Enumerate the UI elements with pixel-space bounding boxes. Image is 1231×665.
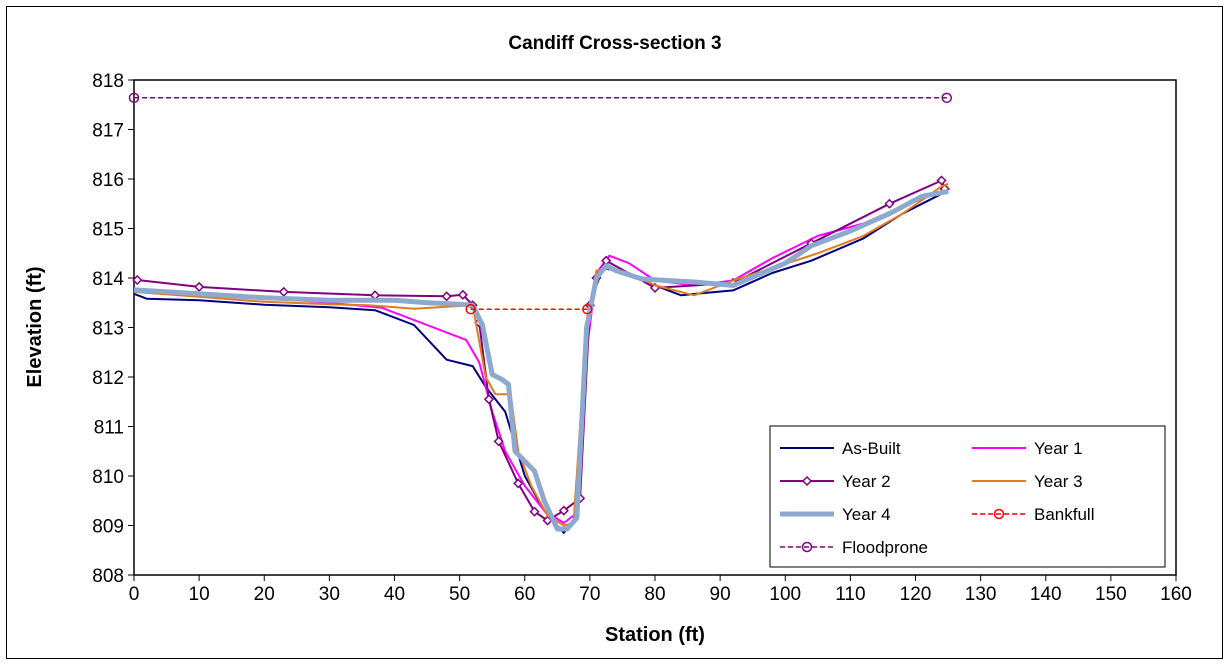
data-point-year-2 [493, 436, 504, 447]
legend-entry-year-4: Year 4 [780, 505, 891, 524]
chart-frame: Candiff Cross-section 3 0 10 20 30 40 50 60 70 8… [6, 6, 1223, 659]
series-floodprone [128, 92, 953, 104]
x-tick-label: 100 [769, 584, 801, 605]
data-point-year-2 [483, 394, 494, 405]
series-bankfull [465, 303, 593, 315]
series-layer [128, 92, 953, 534]
legend-entry-floodprone: Floodprone [780, 538, 928, 557]
data-point-bankfull [465, 303, 476, 315]
legend-label: Floodprone [842, 538, 928, 557]
y-tick-label: 816 [92, 170, 124, 191]
legend-entry-year-3: Year 3 [972, 472, 1083, 491]
data-point-year-2 [132, 274, 143, 286]
legend-marker [993, 508, 1005, 520]
series-year-4 [133, 188, 949, 532]
x-tick-label: 70 [579, 584, 600, 605]
legend-items: As-Built Year 1 Year 2 Year 3 Year 4 Bankfull… [780, 439, 1094, 557]
y-axis-label: Elevation (ft) [24, 266, 46, 387]
legend-entry-bankfull: Bankfull [972, 505, 1094, 524]
y-tick-label: 809 [92, 517, 124, 538]
x-tick-label: 90 [710, 584, 731, 605]
legend-box [769, 425, 1166, 568]
y-tick-label: 812 [92, 368, 124, 389]
x-tick-label: 130 [965, 584, 997, 605]
x-tick-label: 120 [900, 584, 932, 605]
legend-label: Year 3 [1034, 472, 1083, 491]
x-tick-label: 140 [1030, 584, 1062, 605]
x-tick-label: 10 [189, 584, 210, 605]
legend-marker [801, 541, 813, 553]
y-tick-label: 817 [92, 121, 124, 142]
data-point-year-2 [884, 198, 895, 209]
data-point-year-2 [529, 506, 540, 517]
axes-layer: 0 10 20 30 40 50 60 70 80 90 100 110 120 130 140 150 160… [92, 71, 1192, 605]
data-point-year-2 [441, 291, 452, 302]
x-tick-label: 60 [514, 584, 535, 605]
chart-title: Candiff Cross-section 3 [508, 33, 721, 54]
series-line-year-4 [133, 188, 949, 532]
y-tick-label: 815 [92, 220, 124, 241]
x-tick-label: 150 [1095, 584, 1127, 605]
y-tick-label: 818 [92, 71, 124, 92]
x-tick-label: 30 [319, 584, 340, 605]
legend-entry-as-built: As-Built [780, 439, 901, 458]
x-tick-label: 50 [449, 584, 470, 605]
data-point-year-2 [936, 175, 947, 186]
legend-label: Year 1 [1034, 439, 1083, 458]
x-tick-label: 20 [254, 584, 275, 605]
legend-entry-year-2: Year 2 [780, 472, 891, 491]
data-point-year-2 [278, 286, 289, 297]
y-tick-label: 814 [92, 269, 124, 290]
legend: As-Built Year 1 Year 2 Year 3 Year 4 Bankfull… [769, 425, 1166, 568]
y-tick-label: 813 [92, 319, 124, 340]
x-axis-label: Station (ft) [605, 624, 705, 646]
data-point-floodprone [941, 92, 953, 104]
data-point-bankfull [582, 303, 593, 315]
x-tick-label: 110 [835, 584, 865, 605]
legend-label: Year 4 [842, 505, 891, 524]
x-tick-label: 0 [129, 584, 140, 605]
data-point-floodprone [128, 92, 140, 104]
y-tick-label: 810 [92, 467, 124, 488]
legend-label: Year 2 [842, 472, 891, 491]
y-tick-label: 808 [92, 566, 124, 587]
x-tick-label: 160 [1160, 584, 1192, 605]
x-tick-label: 40 [384, 584, 405, 605]
x-tick-label: 80 [644, 584, 665, 605]
data-point-year-2 [558, 505, 569, 516]
y-tick-label: 811 [94, 418, 124, 439]
data-point-year-2 [194, 281, 205, 292]
legend-label: As-Built [842, 439, 901, 458]
legend-marker [801, 475, 813, 487]
data-point-year-2 [457, 289, 468, 300]
legend-entry-year-1: Year 1 [972, 439, 1083, 458]
cross-section-chart: Candiff Cross-section 3 0 10 20 30 40 50 60 70 8… [24, 33, 1192, 646]
legend-label: Bankfull [1034, 505, 1094, 524]
data-point-year-2 [513, 478, 524, 489]
